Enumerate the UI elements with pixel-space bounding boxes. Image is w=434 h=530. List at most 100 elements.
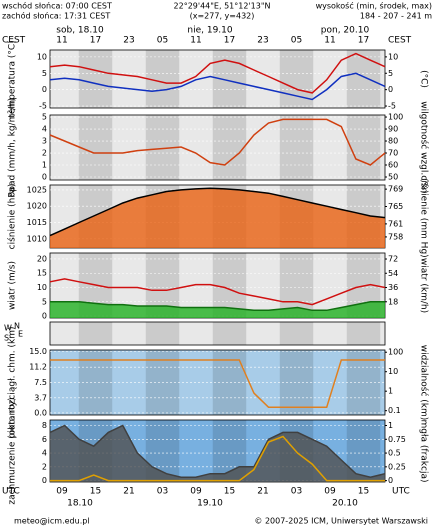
y-tick-label: 15.0 <box>29 347 47 356</box>
date-label: 18.10 <box>67 499 93 509</box>
bottom-hour: 03 <box>157 487 168 497</box>
series-line <box>49 424 386 478</box>
panel-bg <box>49 349 386 416</box>
top-hour: 23 <box>257 36 268 46</box>
y-tick-label: 0 <box>42 312 47 321</box>
y-tick-label: 6 <box>42 435 47 444</box>
bottom-hour: 21 <box>123 487 134 497</box>
night-band <box>145 322 180 345</box>
top-hour: 17 <box>90 36 101 46</box>
y-tick-label: 2 <box>42 462 47 471</box>
night-band <box>212 322 247 345</box>
y2-tick-label: 765 <box>388 202 403 211</box>
y2-tick-label: 10 <box>388 52 398 61</box>
y2-axis-label: widzialność (km) <box>419 345 430 421</box>
y2-tick-label: -5 <box>388 102 396 111</box>
y-axis-label: pion. rozciągł. chm. (km) <box>8 327 18 439</box>
y2-tick-label: 0.1 <box>388 406 401 415</box>
y-tick-label: 4 <box>42 449 47 458</box>
y2-tick-label: 18 <box>388 297 398 306</box>
night-band <box>279 115 314 180</box>
y-axis-label: opad (mm/h, kg/m²/h) <box>8 98 18 197</box>
coords: 22°29'44"E, 51°12'13"N <box>174 2 271 11</box>
y-tick-label: 0 <box>42 85 47 94</box>
series-area <box>50 188 385 248</box>
day-label: sob, 18.10 <box>56 26 104 36</box>
day-label: nie, 19.10 <box>187 26 233 36</box>
y-tick-label: 3.7 <box>34 393 47 402</box>
dir-label: W <box>4 324 12 333</box>
copyright: © 2007-2025 ICM, Uniwersytet Warszawski <box>254 517 428 526</box>
y2-tick-label: 0.75 <box>388 435 406 444</box>
y2-tick-label: 80 <box>388 137 398 146</box>
y2-tick-label: 10 <box>388 367 398 376</box>
y2-tick-label: 60 <box>388 161 398 170</box>
y2-tick-label: 1 <box>388 421 393 430</box>
top-hour: 11 <box>56 36 67 46</box>
y-axis-label: zachmurzenie (oktanty) <box>8 397 18 504</box>
panel-bg <box>49 49 386 109</box>
y-tick-label: 1020 <box>27 202 47 211</box>
bottom-hour: 21 <box>257 487 268 497</box>
panel-bg <box>49 114 386 181</box>
y-tick-label: 5 <box>42 113 47 122</box>
y-axis-label: ciśnienie (hPa) <box>7 184 18 250</box>
y-tick-label: 1025 <box>27 185 47 194</box>
y-tick-label: 0.0 <box>34 408 47 417</box>
y2-tick-label: 72 <box>388 255 398 264</box>
y2-axis-label: mgła (frakcja) <box>419 420 429 483</box>
date-label: 19.10 <box>197 499 223 509</box>
series-line <box>49 278 386 306</box>
y-axis-label: temperatura (°C) <box>8 40 18 117</box>
y-tick-label: 8 <box>42 421 47 430</box>
series-line <box>50 359 385 408</box>
top-hour: 05 <box>157 36 168 46</box>
grid-point: (x=277, y=432) <box>190 12 255 21</box>
date-label: 20.10 <box>332 499 358 509</box>
night-band <box>78 322 113 345</box>
bottom-hour: 15 <box>90 487 101 497</box>
night-band <box>78 50 113 108</box>
y-tick-label: 10 <box>37 283 47 292</box>
top-hour: 11 <box>190 36 201 46</box>
y2-axis-label: (°C) <box>419 70 429 88</box>
bottom-hour: 09 <box>56 487 68 497</box>
bottom-hour: 15 <box>358 487 369 497</box>
y2-tick-label: 100 <box>388 113 403 122</box>
y2-axis-label: wilgotność wzgl. (%) <box>419 101 430 193</box>
dir-label: E <box>18 330 23 339</box>
top-hour: 23 <box>123 36 134 46</box>
y2-tick-label: 50 <box>388 173 398 182</box>
top-zone: CEST <box>2 36 26 46</box>
series-line <box>50 435 385 482</box>
y2-tick-label: 70 <box>388 149 398 158</box>
series-line <box>49 187 386 237</box>
y2-tick-label: 758 <box>388 232 403 241</box>
y-tick-label: 11.2 <box>29 363 47 372</box>
y2-tick-label: 1 <box>388 387 393 396</box>
elevation-title: wysokość (min, środek, max) <box>316 1 432 11</box>
night-band <box>346 50 381 108</box>
y-tick-label: 1010 <box>27 234 47 243</box>
series-line <box>50 301 385 312</box>
y2-tick-label: 54 <box>388 269 398 278</box>
series-line <box>49 72 386 101</box>
y-tick-label: 0 <box>42 173 47 182</box>
y-axis-label: wiatr (m/s) <box>8 261 18 310</box>
y2-tick-label: 761 <box>388 219 403 228</box>
y-tick-label: 15 <box>37 269 47 278</box>
top-hour: 17 <box>358 36 369 46</box>
night-band <box>279 322 314 345</box>
bottom-zone: UTC <box>2 487 20 497</box>
y-tick-label: 3 <box>42 137 47 146</box>
bottom-zone-right: UTC <box>392 487 410 497</box>
night-band <box>346 115 381 180</box>
y2-tick-label: 0 <box>388 476 393 485</box>
sunset: zachód słońca: 17:31 CEST <box>2 11 110 21</box>
y2-tick-label: 0.25 <box>388 462 406 471</box>
elevation: 184 - 207 - 241 m <box>360 12 432 21</box>
panel-bg <box>49 321 386 346</box>
dir-label: N <box>14 322 20 331</box>
night-band <box>212 115 247 180</box>
